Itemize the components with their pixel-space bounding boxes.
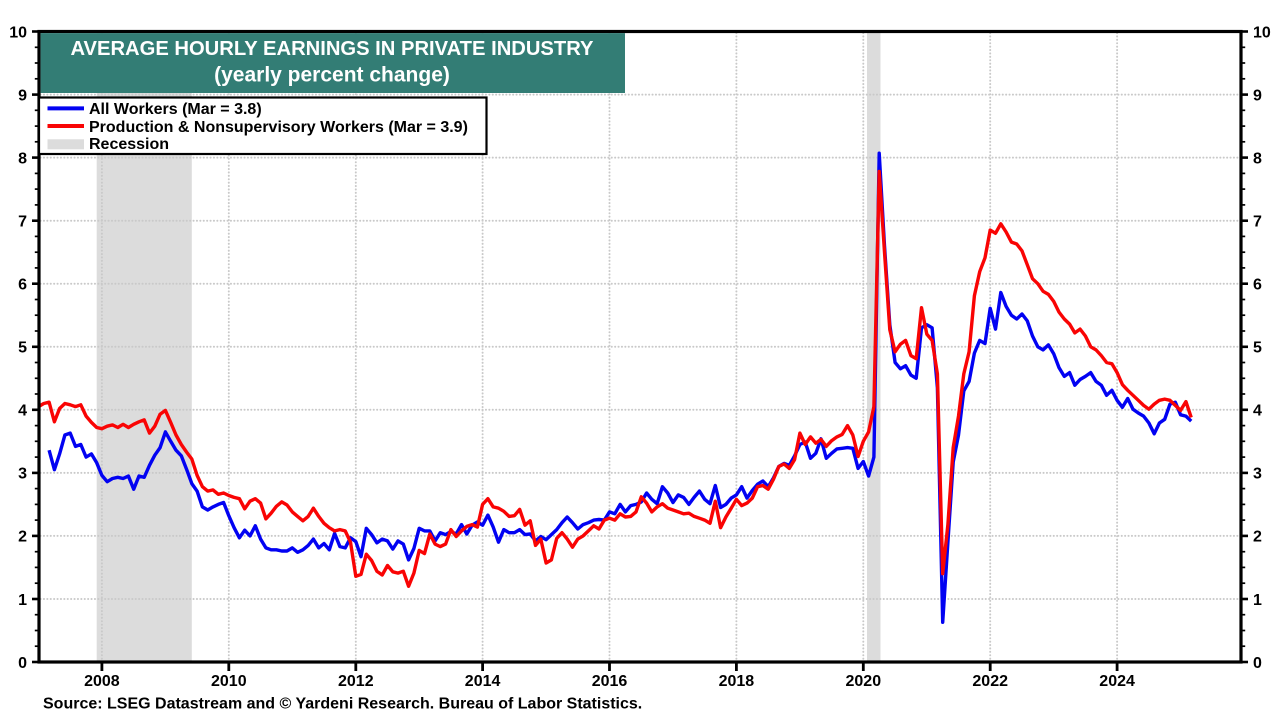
svg-text:9: 9 xyxy=(1253,87,1262,104)
svg-text:2: 2 xyxy=(1253,529,1262,546)
svg-text:2022: 2022 xyxy=(972,673,1008,690)
svg-text:10: 10 xyxy=(1253,24,1271,41)
svg-text:8: 8 xyxy=(1253,150,1262,167)
svg-text:2016: 2016 xyxy=(592,673,628,690)
svg-text:10: 10 xyxy=(9,24,27,41)
svg-text:4: 4 xyxy=(1253,403,1262,420)
svg-text:Source: LSEG Datastream and ©: Source: LSEG Datastream and © Yardeni Re… xyxy=(43,696,642,713)
svg-text:AVERAGE HOURLY EARNINGS IN PRI: AVERAGE HOURLY EARNINGS IN PRIVATE INDUS… xyxy=(70,38,594,60)
svg-text:Recession: Recession xyxy=(89,136,169,153)
svg-text:0: 0 xyxy=(18,655,27,672)
svg-text:9: 9 xyxy=(18,87,27,104)
svg-text:2024: 2024 xyxy=(1099,673,1135,690)
svg-text:2014: 2014 xyxy=(465,673,501,690)
svg-text:8: 8 xyxy=(18,150,27,167)
svg-text:6: 6 xyxy=(18,277,27,294)
svg-text:2020: 2020 xyxy=(846,673,882,690)
svg-text:3: 3 xyxy=(1253,466,1262,483)
svg-text:4: 4 xyxy=(18,403,27,420)
svg-text:5: 5 xyxy=(1253,340,1262,357)
svg-text:3: 3 xyxy=(18,466,27,483)
svg-text:6: 6 xyxy=(1253,277,1262,294)
svg-text:2: 2 xyxy=(18,529,27,546)
svg-text:All Workers (Mar = 3.8): All Workers (Mar = 3.8) xyxy=(89,101,262,118)
svg-text:2018: 2018 xyxy=(719,673,755,690)
svg-text:1: 1 xyxy=(18,592,27,609)
svg-text:Production & Nonsupervisory Wo: Production & Nonsupervisory Workers (Mar… xyxy=(89,119,468,136)
svg-text:5: 5 xyxy=(18,340,27,357)
svg-text:7: 7 xyxy=(18,214,27,231)
svg-text:(yearly percent change): (yearly percent change) xyxy=(214,64,450,87)
svg-text:2010: 2010 xyxy=(211,673,247,690)
svg-text:7: 7 xyxy=(1253,214,1262,231)
svg-text:1: 1 xyxy=(1253,592,1262,609)
svg-text:2012: 2012 xyxy=(338,673,374,690)
svg-text:2008: 2008 xyxy=(84,673,120,690)
svg-text:0: 0 xyxy=(1253,655,1262,672)
